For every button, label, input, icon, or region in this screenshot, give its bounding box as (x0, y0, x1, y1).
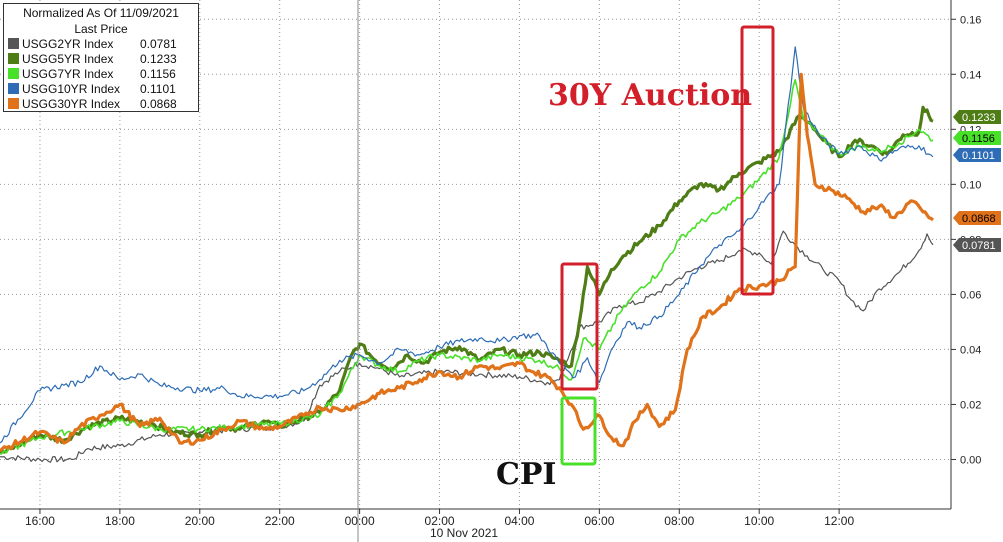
last-price-tag (953, 110, 1001, 124)
legend-swatch (8, 68, 19, 79)
x-tick-label: 06:00 (584, 514, 614, 528)
last-price-tag (953, 131, 1001, 145)
legend-entry: USGG10YR Index 0.1101 (4, 81, 198, 96)
cpi-highlight-box-green (560, 396, 597, 466)
last-price-tag-value: 0.1156 (962, 133, 995, 145)
legend-series-name: USGG10YR Index (22, 81, 121, 96)
y-tick-label: 0.06 (960, 289, 981, 301)
series-line-usgg30yr (0, 72, 935, 453)
legend-entry: USGG30YR Index 0.0868 (4, 96, 198, 111)
y-tick-label: 0.16 (960, 14, 981, 26)
last-price-tags: 0.1233 0.1156 0.1101 0.0868 0.0781 (953, 110, 1001, 252)
legend-swatch (8, 53, 19, 64)
auction-highlight-box (740, 25, 775, 296)
x-tick-label: 08:00 (664, 514, 694, 528)
legend-swatch (8, 98, 19, 109)
cpi-annotation-text: CPI (496, 457, 556, 492)
legend-rows: USGG2YR Index 0.0781 USGG5YR Index 0.1233 US… (4, 36, 198, 111)
cpi-highlight-box-red (560, 262, 599, 391)
legend-entry: USGG5YR Index 0.1233 (4, 51, 198, 66)
y-tick-label: 0.00 (960, 454, 981, 466)
legend-swatch (8, 38, 19, 49)
last-price-tag-value: 0.0868 (962, 213, 996, 225)
legend-series-value: 0.0781 (140, 36, 177, 51)
last-price-tag (953, 238, 1001, 252)
axes-layer: 10 Nov 2021 (0, 0, 952, 542)
x-axis-date-label: 10 Nov 2021 (430, 526, 498, 540)
legend-series-value: 0.1101 (140, 81, 176, 96)
series-line-usgg10yr (0, 46, 934, 444)
legend-series-name: USGG30YR Index (22, 96, 121, 111)
legend-swatch (8, 83, 19, 94)
legend-entry: USGG7YR Index 0.1156 (4, 66, 198, 81)
x-tick-label: 20:00 (185, 514, 215, 528)
last-price-tag-value: 0.1233 (962, 112, 996, 124)
legend-series-name: USGG2YR Index (22, 36, 114, 51)
y-tick-label: 0.04 (960, 344, 981, 356)
series-line-usgg7yr (0, 79, 934, 455)
last-price-tag (953, 148, 1001, 162)
last-price-tag-value: 0.1101 (962, 150, 995, 162)
legend-series-value: 0.1233 (140, 51, 177, 66)
x-tick-label: 18:00 (105, 514, 135, 528)
y-tick-label: 0.14 (960, 69, 981, 81)
x-tick-label: 10:00 (744, 514, 774, 528)
x-tick-label: 00:00 (345, 514, 375, 528)
legend-series-value: 0.0868 (140, 96, 177, 111)
legend: Normalized As Of 11/09/2021 Last Price U… (3, 3, 199, 112)
auction-annotation-text: 30Y Auction (548, 78, 752, 113)
legend-title: Normalized As Of 11/09/2021 (23, 6, 179, 20)
legend-series-name: USGG7YR Index (22, 66, 114, 81)
x-tick-label: 12:00 (824, 514, 854, 528)
last-price-tag-value: 0.0781 (962, 240, 996, 252)
last-price-tag (953, 211, 1001, 225)
x-tick-label: 22:00 (265, 514, 295, 528)
legend-subtitle: Last Price (74, 22, 128, 36)
series-line-usgg5yr (0, 105, 934, 455)
x-tick-label: 04:00 (504, 514, 534, 528)
x-tick-label: 02:00 (425, 514, 455, 528)
legend-entry: USGG2YR Index 0.0781 (4, 36, 198, 51)
annotation-layer: 30Y Auction CPI (496, 25, 775, 492)
y-tick-label: 0.02 (960, 399, 981, 411)
x-tick-label: 16:00 (25, 514, 55, 528)
y-tick-label: 0.10 (960, 179, 981, 191)
legend-series-name: USGG5YR Index (22, 51, 114, 66)
legend-series-value: 0.1156 (140, 66, 176, 81)
series-layer (0, 46, 935, 463)
